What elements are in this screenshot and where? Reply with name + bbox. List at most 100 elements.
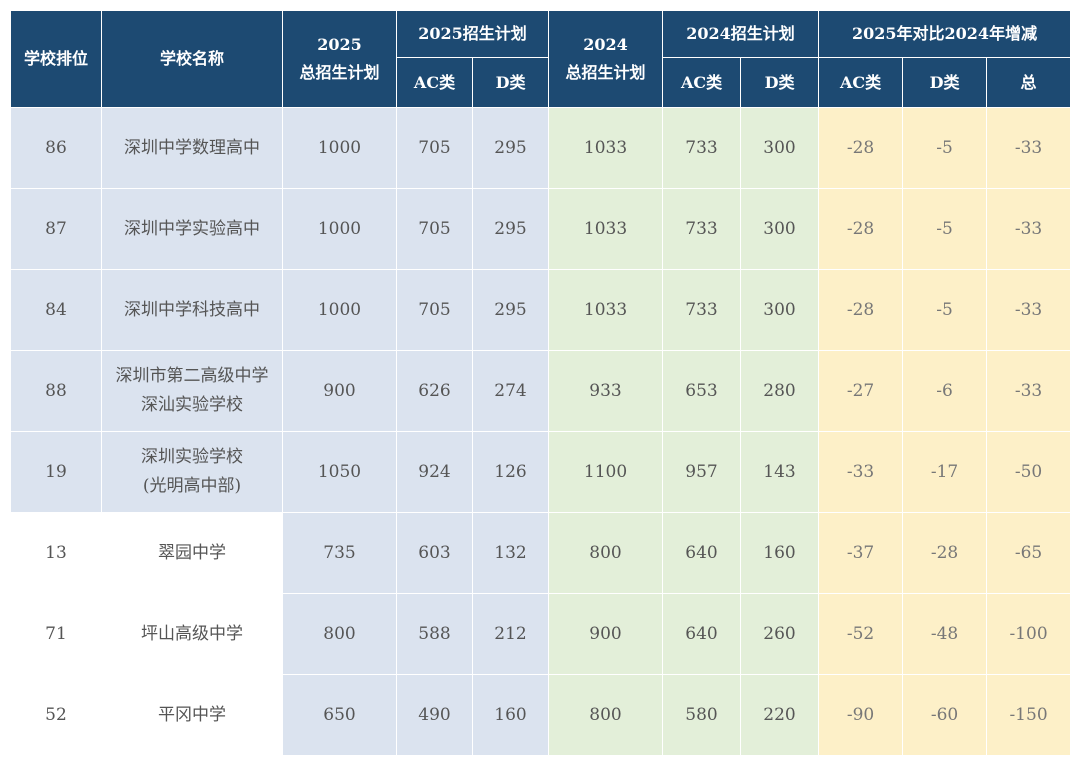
- header-d-2025: D类: [471, 57, 550, 108]
- rank-cell: 86: [10, 107, 102, 189]
- rank-cell: 88: [10, 350, 102, 432]
- ac-2024-cell: 640: [662, 593, 742, 675]
- ac-2025-cell: 705: [396, 269, 473, 351]
- total-diff-cell: -33: [986, 350, 1072, 432]
- table-header: 学校排位 学校名称 2025 总招生计划 2025招生计划 2024 总招生计划…: [10, 10, 1072, 108]
- header-d-diff: D类: [902, 57, 988, 108]
- school-name-cell: 深圳中学数理高中: [101, 107, 283, 189]
- total-2025-cell: 900: [282, 350, 397, 432]
- total-2025-cell: 1050: [282, 431, 397, 513]
- header-total-diff: 总: [986, 57, 1072, 108]
- header-name: 学校名称: [101, 10, 283, 108]
- d-2025-cell: 295: [471, 269, 550, 351]
- d-2024-cell: 143: [740, 431, 820, 513]
- d-diff-cell: -5: [902, 269, 988, 351]
- rank-cell: 84: [10, 269, 102, 351]
- total-2025-cell: 1000: [282, 269, 397, 351]
- d-diff-cell: -17: [902, 431, 988, 513]
- total-2024-cell: 900: [548, 593, 664, 675]
- d-diff-cell: -5: [902, 107, 988, 189]
- ac-diff-cell: -37: [818, 512, 904, 594]
- header-total-2025: 2025 总招生计划: [282, 10, 397, 108]
- school-name-line: 平冈中学: [158, 704, 226, 725]
- school-name-cell: 平冈中学: [101, 674, 283, 756]
- ac-diff-cell: -28: [818, 269, 904, 351]
- school-name-cell: 坪山高级中学: [101, 593, 283, 675]
- d-2024-cell: 160: [740, 512, 820, 594]
- header-plan-2024: 2024招生计划: [662, 10, 820, 58]
- table-row: 71 坪山高级中学 800 588 212 900 640 260 -52 -48 -100: [10, 593, 1072, 675]
- ac-2025-cell: 588: [396, 593, 473, 675]
- rank-cell: 71: [10, 593, 102, 675]
- d-diff-cell: -48: [902, 593, 988, 675]
- ac-2024-cell: 733: [662, 107, 742, 189]
- d-2024-cell: 260: [740, 593, 820, 675]
- ac-2025-cell: 626: [396, 350, 473, 432]
- header-total-2024-label: 总招生计划: [565, 63, 646, 82]
- school-name-cell: 深圳市第二高级中学 深汕实验学校: [101, 350, 283, 432]
- school-name-cell: 深圳实验学校 (光明高中部): [101, 431, 283, 513]
- table-row: 52 平冈中学 650 490 160 800 580 220 -90 -60 -150: [10, 674, 1072, 756]
- total-2025-cell: 735: [282, 512, 397, 594]
- d-2024-cell: 220: [740, 674, 820, 756]
- ac-diff-cell: -28: [818, 188, 904, 270]
- table-row: 88 深圳市第二高级中学 深汕实验学校 900 626 274 933 653 280 -27 -6…: [10, 350, 1072, 432]
- total-2025-cell: 1000: [282, 107, 397, 189]
- school-name-cell: 深圳中学科技高中: [101, 269, 283, 351]
- total-2024-cell: 933: [548, 350, 664, 432]
- ac-2025-cell: 490: [396, 674, 473, 756]
- d-2025-cell: 160: [471, 674, 550, 756]
- ac-diff-cell: -27: [818, 350, 904, 432]
- ac-2024-cell: 640: [662, 512, 742, 594]
- ac-diff-cell: -52: [818, 593, 904, 675]
- table-row: 19 深圳实验学校 (光明高中部) 1050 924 126 1100 957 143 -33 -1…: [10, 431, 1072, 513]
- d-2025-cell: 126: [471, 431, 550, 513]
- header-plan-2025: 2025招生计划: [395, 10, 550, 58]
- ac-2024-cell: 733: [662, 188, 742, 270]
- rank-cell: 52: [10, 674, 102, 756]
- rank-cell: 87: [10, 188, 102, 270]
- table-row: 87 深圳中学实验高中 1000 705 295 1033 733 300 -28 -5 -33: [10, 188, 1072, 270]
- d-2024-cell: 280: [740, 350, 820, 432]
- rank-cell: 19: [10, 431, 102, 513]
- total-2024-cell: 800: [548, 512, 664, 594]
- d-2025-cell: 274: [471, 350, 550, 432]
- header-compare: 2025年对比2024年增减: [818, 10, 1072, 58]
- table-row: 86 深圳中学数理高中 1000 705 295 1033 733 300 -28 -5 -33: [10, 107, 1072, 189]
- d-diff-cell: -5: [902, 188, 988, 270]
- total-2025-cell: 650: [282, 674, 397, 756]
- d-2025-cell: 212: [471, 593, 550, 675]
- total-2024-cell: 1033: [548, 269, 664, 351]
- table-body: 86 深圳中学数理高中 1000 705 295 1033 733 300 -28 -5 -33 87…: [10, 107, 1072, 756]
- total-diff-cell: -100: [986, 593, 1072, 675]
- d-2024-cell: 300: [740, 107, 820, 189]
- school-name-line: (光明高中部): [142, 476, 242, 496]
- total-diff-cell: -150: [986, 674, 1072, 756]
- ac-diff-cell: -28: [818, 107, 904, 189]
- header-ac-diff: AC类: [818, 57, 904, 108]
- total-2024-cell: 1100: [548, 431, 664, 513]
- school-name-line: 深汕实验学校: [141, 395, 243, 415]
- school-name-line: 深圳市第二高级中学: [115, 366, 269, 386]
- d-diff-cell: -6: [902, 350, 988, 432]
- d-2025-cell: 295: [471, 188, 550, 270]
- ac-2024-cell: 580: [662, 674, 742, 756]
- total-diff-cell: -65: [986, 512, 1072, 594]
- ac-2024-cell: 957: [662, 431, 742, 513]
- school-name-line: 翠园中学: [158, 542, 226, 563]
- total-diff-cell: -33: [986, 269, 1072, 351]
- school-name-cell: 翠园中学: [101, 512, 283, 594]
- d-2024-cell: 300: [740, 269, 820, 351]
- total-diff-cell: -50: [986, 431, 1072, 513]
- ac-2025-cell: 705: [396, 107, 473, 189]
- school-name-line: 坪山高级中学: [141, 623, 243, 644]
- total-2024-cell: 1033: [548, 107, 664, 189]
- total-2024-cell: 800: [548, 674, 664, 756]
- school-name-cell: 深圳中学实验高中: [101, 188, 283, 270]
- rank-cell: 13: [10, 512, 102, 594]
- school-name-line: 深圳中学实验高中: [124, 218, 260, 239]
- d-diff-cell: -28: [902, 512, 988, 594]
- ac-2025-cell: 603: [396, 512, 473, 594]
- total-diff-cell: -33: [986, 188, 1072, 270]
- total-2025-cell: 800: [282, 593, 397, 675]
